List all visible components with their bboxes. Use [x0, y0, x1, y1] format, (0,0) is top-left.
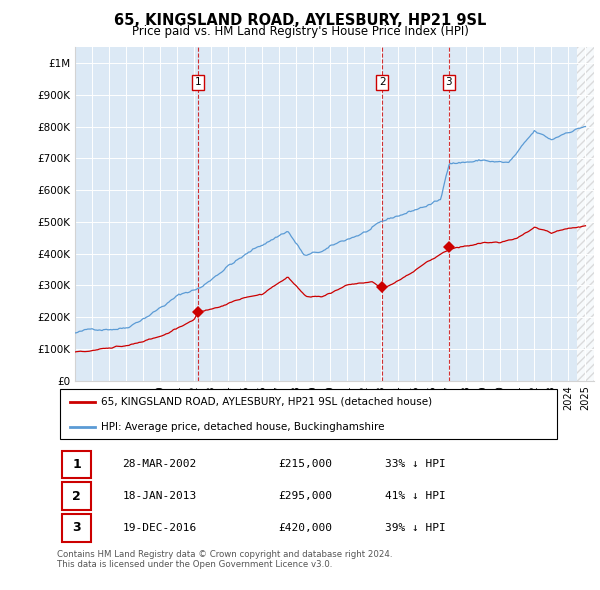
- Text: 41% ↓ HPI: 41% ↓ HPI: [385, 491, 445, 501]
- FancyBboxPatch shape: [59, 389, 557, 438]
- Text: 2: 2: [379, 77, 385, 87]
- FancyBboxPatch shape: [62, 482, 91, 510]
- Bar: [577, 47, 594, 381]
- Text: 1: 1: [72, 458, 81, 471]
- Text: 65, KINGSLAND ROAD, AYLESBURY, HP21 9SL: 65, KINGSLAND ROAD, AYLESBURY, HP21 9SL: [114, 13, 486, 28]
- Text: 19-DEC-2016: 19-DEC-2016: [122, 523, 197, 533]
- Text: 28-MAR-2002: 28-MAR-2002: [122, 460, 197, 470]
- Text: £295,000: £295,000: [279, 491, 333, 501]
- Text: Price paid vs. HM Land Registry's House Price Index (HPI): Price paid vs. HM Land Registry's House …: [131, 25, 469, 38]
- Text: 1: 1: [195, 77, 202, 87]
- Text: 65, KINGSLAND ROAD, AYLESBURY, HP21 9SL (detached house): 65, KINGSLAND ROAD, AYLESBURY, HP21 9SL …: [101, 396, 433, 407]
- Text: 18-JAN-2013: 18-JAN-2013: [122, 491, 197, 501]
- Text: 33% ↓ HPI: 33% ↓ HPI: [385, 460, 445, 470]
- Text: 3: 3: [73, 522, 81, 535]
- Text: HPI: Average price, detached house, Buckinghamshire: HPI: Average price, detached house, Buck…: [101, 422, 385, 431]
- Text: £215,000: £215,000: [279, 460, 333, 470]
- FancyBboxPatch shape: [62, 451, 91, 478]
- Text: £420,000: £420,000: [279, 523, 333, 533]
- Text: Contains HM Land Registry data © Crown copyright and database right 2024.
This d: Contains HM Land Registry data © Crown c…: [57, 550, 392, 569]
- Text: 2: 2: [72, 490, 81, 503]
- FancyBboxPatch shape: [62, 514, 91, 542]
- Text: 39% ↓ HPI: 39% ↓ HPI: [385, 523, 445, 533]
- Text: 3: 3: [446, 77, 452, 87]
